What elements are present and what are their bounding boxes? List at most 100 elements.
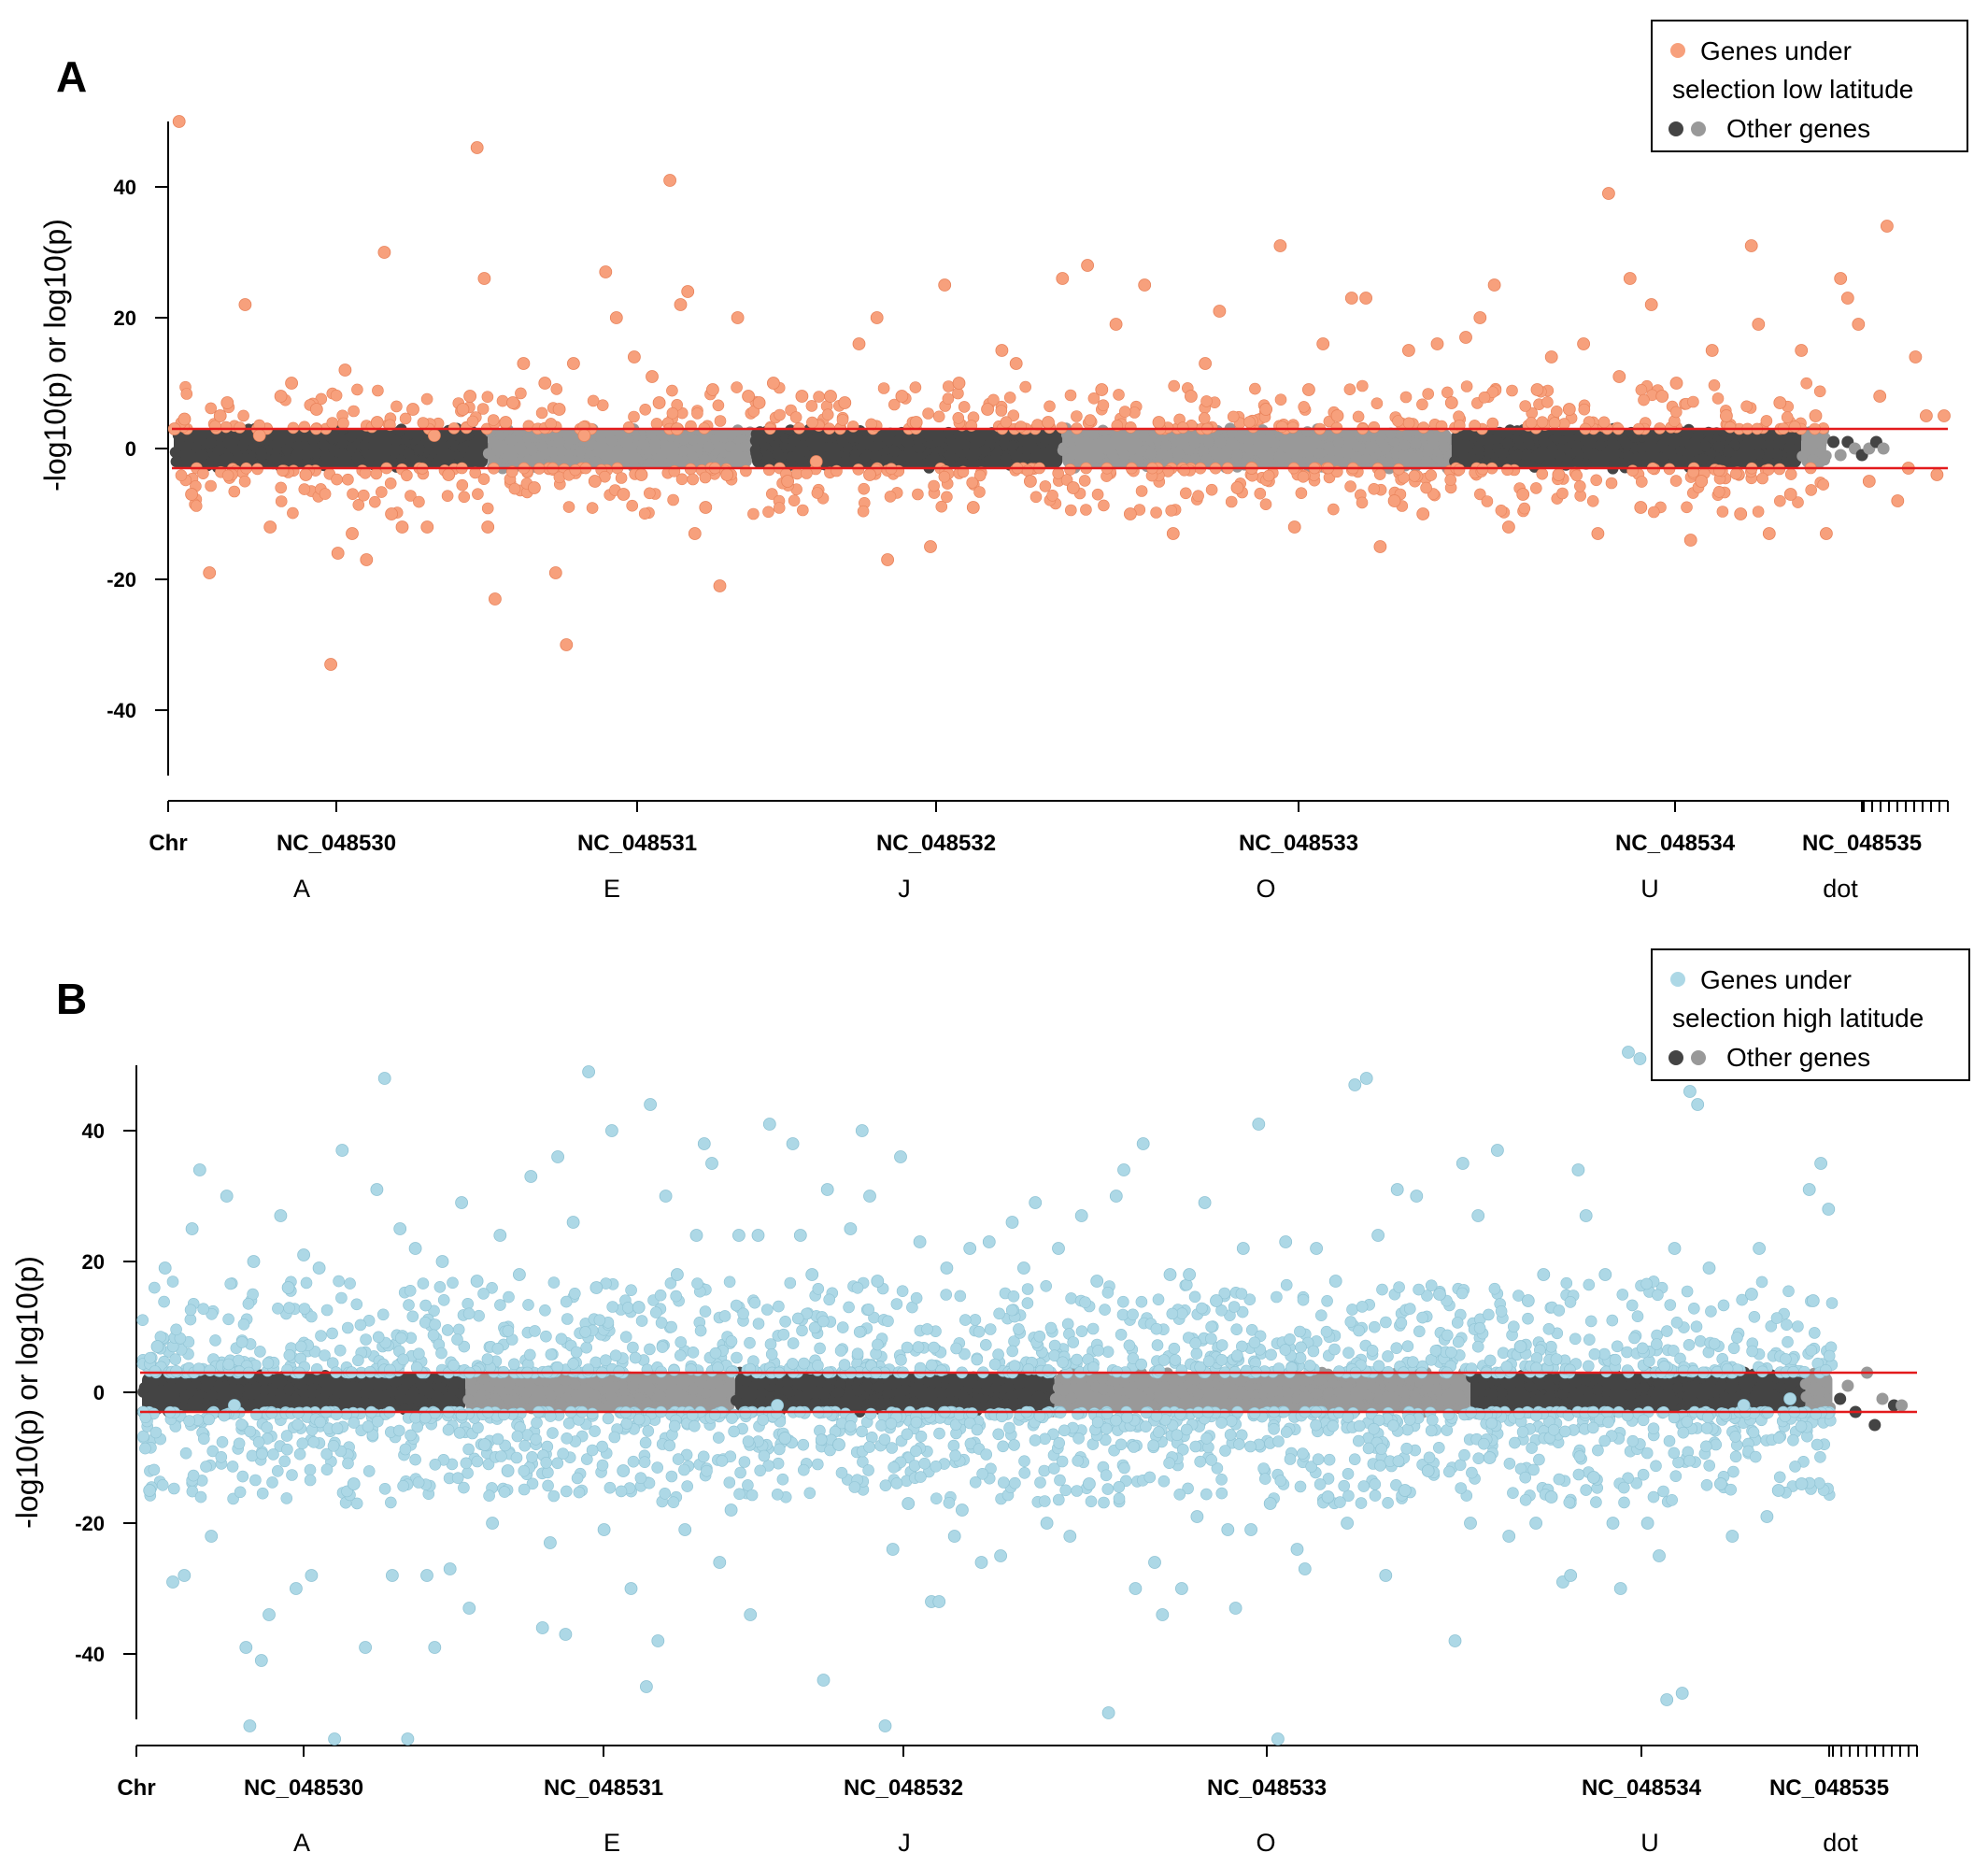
selected-gene-point — [1795, 344, 1809, 357]
selected-gene-point — [566, 1216, 580, 1229]
arm-label: A — [293, 1829, 310, 1857]
selected-gene-point — [1705, 344, 1719, 357]
selected-gene-point — [200, 1461, 212, 1473]
selected-gene-point — [1800, 377, 1812, 390]
selected-gene-point — [1527, 1463, 1540, 1476]
selected-gene-point — [220, 396, 234, 409]
y-tick-label: 40 — [82, 1119, 105, 1143]
selected-gene-point — [1548, 417, 1561, 429]
selected-gene-point — [547, 1489, 561, 1503]
selected-gene-point — [1176, 421, 1189, 434]
other-gene-point — [305, 1387, 318, 1399]
selected-gene-point — [1368, 1422, 1380, 1435]
selected-gene-point — [1471, 1209, 1485, 1222]
selected-gene-point — [227, 1399, 241, 1412]
selected-gene-point — [1425, 1424, 1438, 1437]
selected-gene-point — [340, 1408, 353, 1420]
selected-gene-point — [1577, 337, 1590, 350]
selected-gene-point — [254, 1654, 268, 1667]
other-gene-point — [1570, 439, 1583, 451]
selected-gene-point — [751, 1229, 765, 1242]
selected-gene-point — [405, 490, 417, 502]
other-genes-band — [465, 1373, 735, 1412]
selected-gene-point — [1215, 1304, 1228, 1317]
selected-gene-point — [1071, 410, 1083, 422]
selected-gene-point — [1891, 494, 1905, 507]
selected-gene-point — [716, 1455, 729, 1467]
selected-gene-point — [320, 1463, 334, 1475]
selected-gene-point — [1165, 505, 1177, 517]
selected-gene-point — [1287, 520, 1301, 534]
selected-gene-point — [1348, 1078, 1362, 1091]
selected-gene-point — [1125, 420, 1137, 434]
selected-gene-point — [1545, 1340, 1557, 1353]
selected-gene-point — [561, 1432, 574, 1445]
selected-gene-point — [334, 1344, 347, 1357]
selected-gene-point — [1030, 491, 1043, 504]
selected-gene-point — [1472, 1452, 1484, 1464]
selected-gene-point — [1097, 399, 1110, 412]
selected-gene-point — [913, 1235, 927, 1248]
other-gene-point — [703, 441, 715, 453]
x-start-label: Chr — [149, 831, 187, 856]
selected-gene-point — [1633, 1052, 1647, 1065]
selected-gene-point — [503, 1290, 515, 1304]
selected-gene-point — [597, 1523, 611, 1536]
selected-gene-point — [1189, 1337, 1201, 1349]
selected-gene-point — [1736, 1293, 1748, 1306]
selected-gene-point — [596, 399, 609, 412]
selected-gene-point — [1189, 1440, 1202, 1453]
other-gene-point — [1290, 1392, 1302, 1404]
other-gene-point — [1333, 1386, 1345, 1398]
selected-gene-point — [487, 414, 500, 426]
other-gene-point — [1118, 1375, 1130, 1388]
selected-gene-point — [1279, 1235, 1293, 1248]
selected-gene-point — [1784, 468, 1797, 480]
other-gene-point — [913, 442, 925, 453]
selected-gene-point — [925, 1359, 938, 1372]
selected-gene-point — [1820, 527, 1833, 540]
selected-gene-point — [170, 1365, 182, 1377]
other-gene-point — [1006, 440, 1018, 452]
selected-gene-point — [589, 1425, 601, 1437]
selected-gene-point — [405, 1429, 417, 1442]
selected-gene-point — [1086, 1322, 1100, 1335]
selected-gene-point — [547, 1427, 559, 1439]
selected-gene-point — [947, 1439, 960, 1452]
other-gene-point — [1570, 1375, 1583, 1388]
other-gene-point — [1819, 454, 1831, 466]
selected-gene-point — [1151, 1339, 1164, 1351]
selected-gene-point — [932, 1595, 946, 1608]
selected-gene-point — [984, 1323, 997, 1335]
selected-gene-point — [1150, 1322, 1163, 1335]
selected-gene-point — [901, 1428, 914, 1441]
selected-gene-point — [560, 1485, 573, 1498]
selected-gene-point — [1039, 1432, 1051, 1446]
selected-gene-point — [980, 1339, 992, 1351]
selected-gene-point — [1243, 1293, 1257, 1305]
selected-gene-point — [192, 1163, 206, 1176]
other-gene-point — [1621, 438, 1633, 450]
selected-gene-point — [615, 1485, 628, 1498]
selected-gene-point — [1017, 1261, 1030, 1275]
other-gene-point — [526, 444, 538, 456]
selected-gene-point — [362, 1465, 376, 1477]
selected-gene-point — [664, 1277, 677, 1290]
selected-gene-point — [559, 1628, 573, 1641]
other-gene-point — [516, 444, 527, 456]
selected-gene-point — [1734, 507, 1748, 520]
other-gene-point — [1136, 1379, 1148, 1391]
other-gene-point — [1771, 449, 1783, 461]
selected-gene-point — [360, 1333, 372, 1346]
selected-gene-point — [330, 1408, 343, 1420]
other-gene-point — [514, 1398, 526, 1410]
other-gene-point — [1282, 1394, 1293, 1406]
arm-label: U — [1640, 1829, 1659, 1857]
selected-gene-point — [1379, 1569, 1393, 1582]
other-gene-point — [740, 1375, 752, 1388]
y-tick-label: -40 — [75, 1643, 105, 1666]
selected-gene-point — [1806, 1294, 1820, 1307]
other-gene-point — [1058, 1384, 1071, 1396]
other-genes-band — [1062, 429, 1452, 468]
